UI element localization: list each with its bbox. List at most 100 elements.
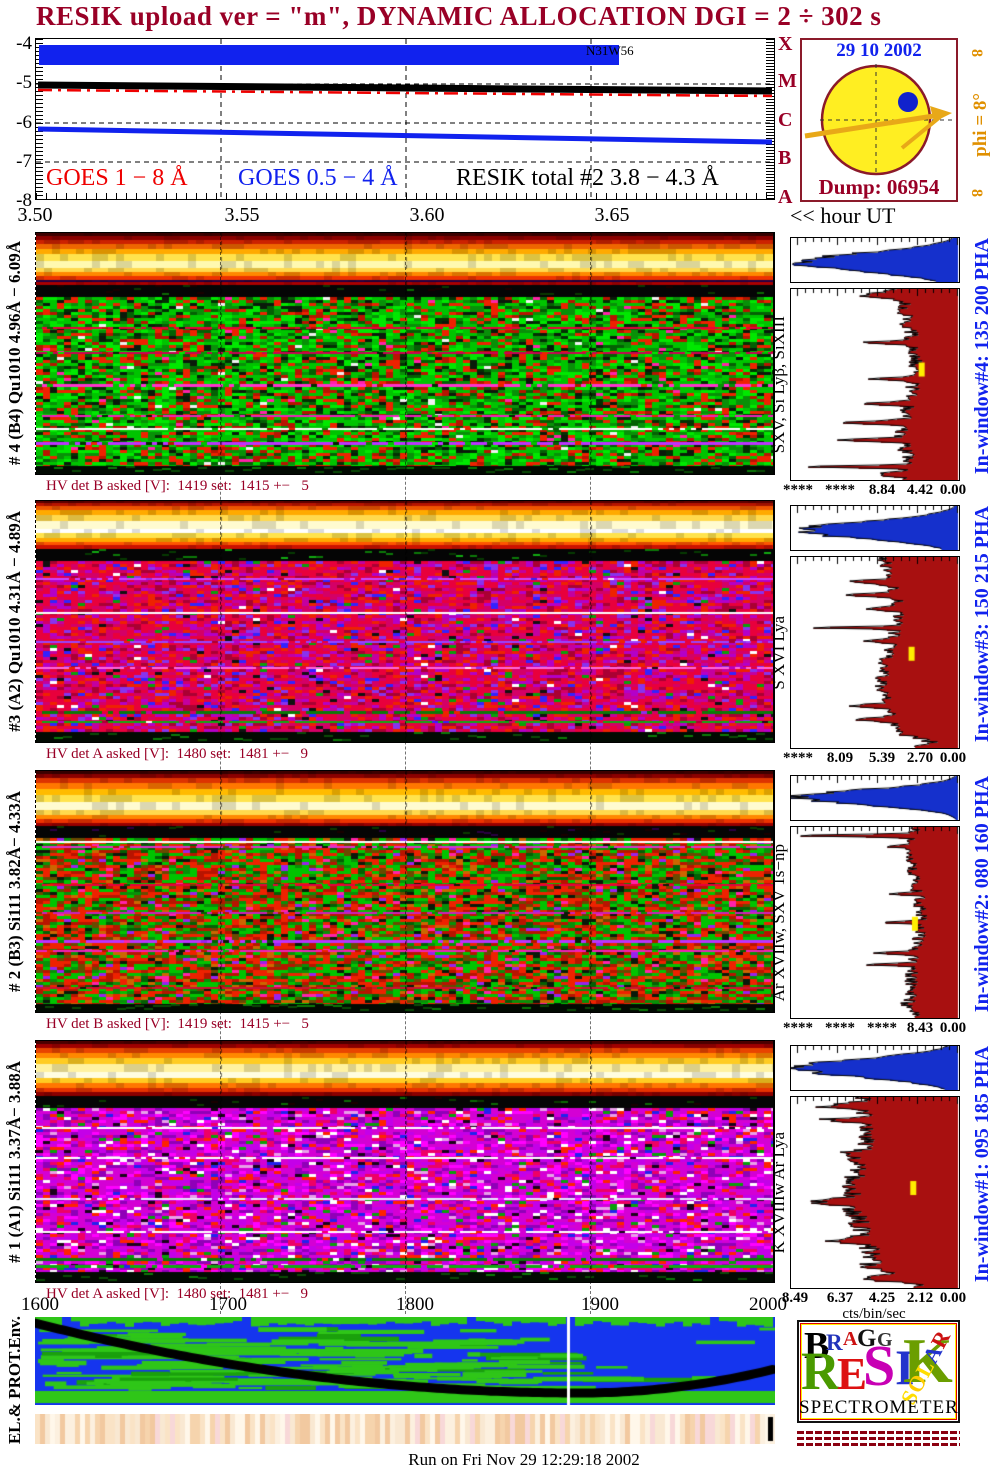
logo-bragg-g2: G xyxy=(877,1329,893,1351)
pointing-arrow-tail xyxy=(900,115,942,150)
fine-print-line-3 xyxy=(797,1443,960,1446)
channel-2-label-text: # 2 (B3) Si111 3.82Å− 4.33Å xyxy=(5,791,24,992)
alt-tick-1700: 1700 xyxy=(209,1294,247,1315)
window-label-4-text: In-window#4: 135 200 PHA xyxy=(970,237,993,475)
goes-right-axis-ticks xyxy=(766,39,774,199)
channel-1-label-text: # 1 (A1) Si111 3.37Å− 3.88Å xyxy=(5,1060,24,1263)
observation-date: 29 10 2002 xyxy=(836,40,922,61)
pha-axis-unit: cts/bin/sec xyxy=(842,1306,906,1322)
window-label-3-text: In-window#3: 150 215 PHA xyxy=(970,505,993,743)
time-tick-350: 3.50 xyxy=(17,204,53,226)
goes-legend-3: RESIK total #2 3.8 − 4.3 Å xyxy=(456,165,719,191)
pha1-v1: 6.37 xyxy=(826,1290,854,1306)
pointing-arrow-head xyxy=(930,106,952,122)
pha-histogram-1 xyxy=(790,1096,960,1289)
species-label-3: S XVI Lya xyxy=(769,556,789,749)
pha1-v0: 8.49 xyxy=(781,1290,809,1306)
window-label-2-text: In-window#2: 080 160 PHA xyxy=(970,775,993,1013)
species-label-1: K XVIIIw Ar Lya xyxy=(769,1096,789,1289)
hv-text-4: HV det B asked [V]: 1419 set: 1415 +− 5 xyxy=(46,478,309,494)
goes-bottom-axis-ticks xyxy=(36,193,774,199)
logo-spectrometer: SPECTROMETER xyxy=(799,1397,959,1418)
pha3-v2: 5.39 xyxy=(868,750,896,766)
sun-diagram xyxy=(804,64,954,176)
logo-resik-k: K xyxy=(903,1325,953,1396)
goes-short-line xyxy=(37,126,773,145)
alt-tick-1600: 1600 xyxy=(21,1294,59,1315)
logo-bragg-g1: G xyxy=(857,1325,877,1352)
channel-3-label: #3 (A2) Qu1010 4.31Å − 4.89Å xyxy=(0,500,30,743)
phi-angle-text: phi = 8° xyxy=(970,93,991,157)
logo-inner-border xyxy=(800,1323,957,1420)
goes-legend-1: GOES 1 − 8 Å xyxy=(46,165,188,191)
resik-logo-box: B R A G G R E S I K SOLAR SPECTROMETER xyxy=(797,1320,960,1423)
pha2-v0: **** xyxy=(783,1020,813,1036)
hv-text-2: HV det B asked [V]: 1419 set: 1415 +− 5 xyxy=(46,1016,309,1032)
goes-class-b: B xyxy=(778,147,792,169)
window-label-4: In-window#4: 135 200 PHA xyxy=(962,230,1002,482)
fine-print-line-1 xyxy=(797,1431,960,1434)
page-title: RESIK upload ver = "m", DYNAMIC ALLOCATI… xyxy=(36,1,882,31)
dump-number: Dump: 06954 xyxy=(818,175,940,199)
pha1-v2: 4.25 xyxy=(868,1290,896,1306)
pha-histogram-4 xyxy=(790,288,960,481)
inwindow-histogram-2 xyxy=(790,775,960,821)
flare-position-label: N31W56 xyxy=(586,43,634,58)
pha1-v4: 0.00 xyxy=(939,1290,967,1306)
logo-bragg-r: R xyxy=(826,1330,843,1355)
phi-angle-label: phi = 8° xyxy=(964,70,998,180)
goes-class-a: A xyxy=(778,186,793,208)
species-label-1-text: K XVIIIw Ar Lya xyxy=(769,1131,788,1254)
goes-class-x: X xyxy=(778,33,793,55)
flare-interval-bar xyxy=(39,45,619,65)
pha3-v1: 8.09 xyxy=(826,750,854,766)
inwindow-histogram-3 xyxy=(790,505,960,551)
time-gridline-360 xyxy=(405,232,406,1314)
alt-tick-1900: 1900 xyxy=(581,1294,619,1315)
logo-resik-s: S xyxy=(863,1333,896,1398)
goes-legend-2: GOES 0.5 − 4 Å xyxy=(238,165,398,191)
channel-4-label-text: # 4 (B4) Qu1010 4.96Å − 6.09Å xyxy=(5,241,24,466)
env-panel-label-text: EL.& PROT.Env. xyxy=(5,1315,24,1445)
pha4-v3: 4.42 xyxy=(906,482,934,498)
pha4-v4: 0.00 xyxy=(939,482,967,498)
pha4-v2: 8.84 xyxy=(868,482,896,498)
hv-text-1: HV det A asked [V]: 1480 set: 1481 +− 9 xyxy=(46,1286,309,1302)
species-label-4: SXV, Si Lyβ, SiXIII xyxy=(769,288,789,481)
inwindow-histogram-1 xyxy=(790,1045,960,1091)
pointing-arrow-shaft xyxy=(804,112,941,139)
fine-print-line-2 xyxy=(797,1437,960,1440)
species-label-2-text: Ar XVIIw, SXV 1s−np xyxy=(769,843,788,1002)
pha4-v0: **** xyxy=(783,482,813,498)
pha3-v0: **** xyxy=(783,750,813,766)
alt-tick-2000: 2000 xyxy=(749,1294,787,1315)
pha-histogram-3 xyxy=(790,556,960,749)
channel-4-label: # 4 (B4) Qu1010 4.96Å − 6.09Å xyxy=(0,232,30,475)
channel-2-label: # 2 (B3) Si111 3.82Å− 4.33Å xyxy=(0,770,30,1013)
phi-inf-top: 8 xyxy=(968,49,985,57)
goes-ylabel--5: -5 xyxy=(16,72,32,93)
time-tick-365: 3.65 xyxy=(594,204,630,226)
phi-inf-bottom: 8 xyxy=(968,189,985,197)
pha-histogram-2 xyxy=(790,826,960,1019)
active-region-spot xyxy=(898,92,918,112)
time-tick-360: 3.60 xyxy=(409,204,445,226)
goes-ylabel--8: -8 xyxy=(16,190,32,211)
run-timestamp: Run on Fri Nov 29 12:29:18 2002 xyxy=(408,1450,640,1469)
resik-total-line xyxy=(37,81,773,95)
pha2-v3: 8.43 xyxy=(906,1020,934,1036)
time-gridline-365 xyxy=(590,232,591,1314)
window-label-2: In-window#2: 080 160 PHA xyxy=(962,768,1002,1020)
alt-tick-1800: 1800 xyxy=(396,1294,434,1315)
env-panel-label: EL.& PROT.Env. xyxy=(0,1312,30,1448)
logo-resik-e: E xyxy=(837,1349,868,1399)
time-tick-355: 3.55 xyxy=(224,204,260,226)
goes-class-m: M xyxy=(778,70,797,92)
channel-1-label: # 1 (A1) Si111 3.37Å− 3.88Å xyxy=(0,1040,30,1283)
goes-ylabel--7: -7 xyxy=(16,151,32,172)
goes-left-axis-ticks xyxy=(36,39,43,199)
pha2-v2: **** xyxy=(867,1020,897,1036)
pha3-v3: 2.70 xyxy=(906,750,934,766)
goes-long-line xyxy=(37,88,773,98)
goes-plot: N31W56 GOES 1 − 8 Å GOES 0.5 − 4 Å RESIK… xyxy=(35,38,775,200)
